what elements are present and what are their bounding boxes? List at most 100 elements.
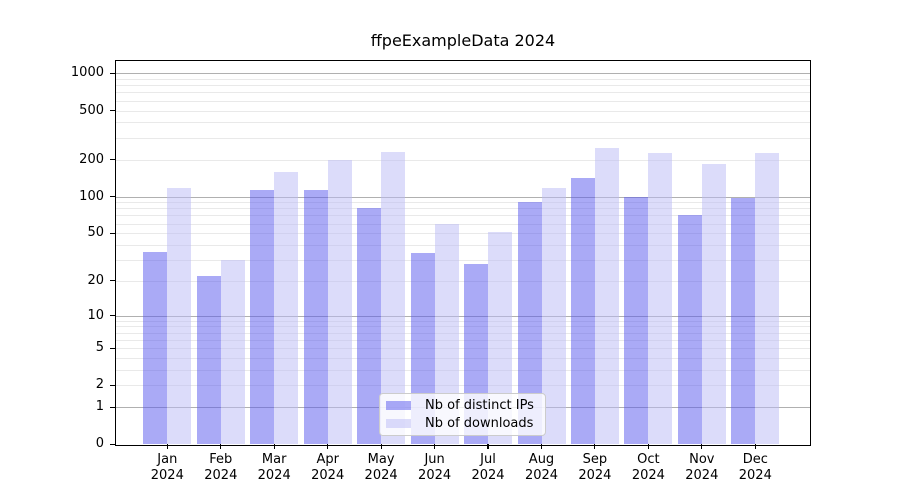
gridline-minor — [116, 202, 810, 204]
bar-distinct-ips-jan — [143, 251, 168, 445]
y-tick-label: 100 — [79, 188, 104, 204]
x-tick-label-line: Jul — [480, 452, 496, 468]
x-tick-label-line: Nov — [689, 452, 715, 468]
gridline-minor — [116, 326, 810, 328]
x-tick-label-line: 2024 — [471, 467, 505, 483]
y-tick — [110, 384, 116, 386]
bar-downloads-sep — [594, 147, 619, 445]
x-tick-label: Oct 2024 — [618, 452, 678, 483]
x-tick-label-line: 2024 — [204, 467, 238, 483]
y-tick — [110, 232, 116, 234]
bar-downloads-mar — [274, 172, 299, 445]
y-tick — [110, 109, 116, 112]
gridline-minor — [116, 100, 810, 102]
x-tick-label-line: 2024 — [311, 467, 345, 483]
y-tick — [110, 158, 116, 161]
y-tick-label: 10 — [87, 307, 104, 323]
x-tick — [594, 444, 596, 450]
bar-downloads-nov — [701, 164, 726, 445]
x-tick-label-line: 2024 — [257, 467, 291, 483]
bar-distinct-ips-oct — [624, 196, 649, 445]
x-tick-label: Apr 2024 — [298, 452, 358, 483]
x-tick-label-line: Dec — [742, 452, 768, 468]
y-tick — [110, 314, 116, 317]
bar-downloads-apr — [327, 160, 352, 445]
x-tick — [380, 444, 382, 450]
x-tick-label-line: Apr — [316, 452, 339, 468]
x-tick-label-line: 2024 — [738, 467, 772, 483]
y-tick-label: 500 — [79, 102, 104, 118]
y-tick-label: 5 — [95, 340, 104, 356]
gridline-major — [116, 196, 810, 198]
x-tick-label: Feb 2024 — [191, 452, 251, 483]
gridline-minor — [116, 159, 810, 161]
x-tick — [754, 444, 756, 450]
x-tick-label-line: Jun — [424, 452, 445, 468]
x-tick — [701, 444, 703, 450]
gridline-minor — [116, 233, 810, 235]
x-tick — [487, 444, 489, 450]
y-tick-label: 1 — [95, 399, 104, 415]
x-tick — [327, 444, 329, 450]
legend: Nb of distinct IPs Nb of downloads — [379, 393, 546, 436]
x-tick — [220, 444, 222, 450]
x-tick-label-line: Jan — [157, 452, 178, 468]
y-tick-label: 50 — [87, 225, 104, 241]
y-tick — [110, 406, 116, 408]
y-tick-label: 2 — [95, 377, 104, 393]
bar-downloads-dec — [755, 152, 780, 445]
bar-distinct-ips-may — [357, 208, 382, 445]
gridline-minor — [116, 122, 810, 124]
gridline-minor — [116, 348, 810, 350]
legend-label-downloads: Nb of downloads — [425, 416, 534, 431]
bar-distinct-ips-nov — [677, 215, 702, 445]
gridline-minor — [116, 244, 810, 246]
y-tick — [110, 443, 116, 445]
x-tick — [273, 444, 275, 450]
x-tick-label: Jul 2024 — [458, 452, 518, 483]
legend-swatch-distinct-ips-icon — [386, 401, 411, 410]
y-tick — [110, 280, 116, 282]
gridline-minor — [116, 280, 810, 282]
y-tick-label: 0 — [95, 436, 104, 452]
gridline-minor — [116, 357, 810, 359]
gridline-minor — [116, 137, 810, 139]
x-tick-label-line: Sep — [582, 452, 608, 468]
x-tick-label: Sep 2024 — [565, 452, 625, 483]
bar-distinct-ips-sep — [570, 177, 595, 445]
gridline-minor — [116, 208, 810, 210]
gridline-minor — [116, 385, 810, 387]
gridline-minor — [116, 339, 810, 341]
plot-area — [116, 61, 810, 445]
x-tick-label-line: 2024 — [685, 467, 719, 483]
chart-title: ffpeExampleData 2024 — [370, 31, 556, 50]
legend-label-distinct-ips: Nb of distinct IPs — [425, 398, 534, 413]
x-tick-label-line: 2024 — [418, 467, 452, 483]
y-tick — [110, 347, 116, 349]
gridline-minor — [116, 110, 810, 112]
x-tick-label-line: 2024 — [631, 467, 665, 483]
y-tick — [110, 195, 116, 198]
gridline-minor — [116, 259, 810, 261]
bar-distinct-ips-feb — [196, 275, 221, 445]
bar-downloads-feb — [220, 259, 245, 445]
gridline-minor — [116, 78, 810, 80]
bar-distinct-ips-apr — [303, 190, 328, 445]
gridline-minor — [116, 85, 810, 87]
x-tick — [433, 444, 436, 450]
y-tick-label: 1000 — [70, 65, 104, 81]
gridline-minor — [116, 320, 810, 322]
gridline-major — [116, 73, 810, 75]
x-tick-label-line: 2024 — [578, 467, 612, 483]
x-tick — [166, 444, 168, 450]
legend-item-distinct-ips: Nb of distinct IPs — [386, 398, 545, 413]
y-tick — [110, 72, 116, 74]
bar-distinct-ips-dec — [731, 197, 756, 445]
x-tick-label: Jan 2024 — [137, 452, 197, 483]
x-tick-label: Jun 2024 — [405, 452, 465, 483]
x-tick-label-line: Oct — [637, 452, 660, 468]
x-tick-label-line: 2024 — [364, 467, 398, 483]
gridline-minor — [116, 215, 810, 217]
x-tick-label: Dec 2024 — [725, 452, 785, 483]
